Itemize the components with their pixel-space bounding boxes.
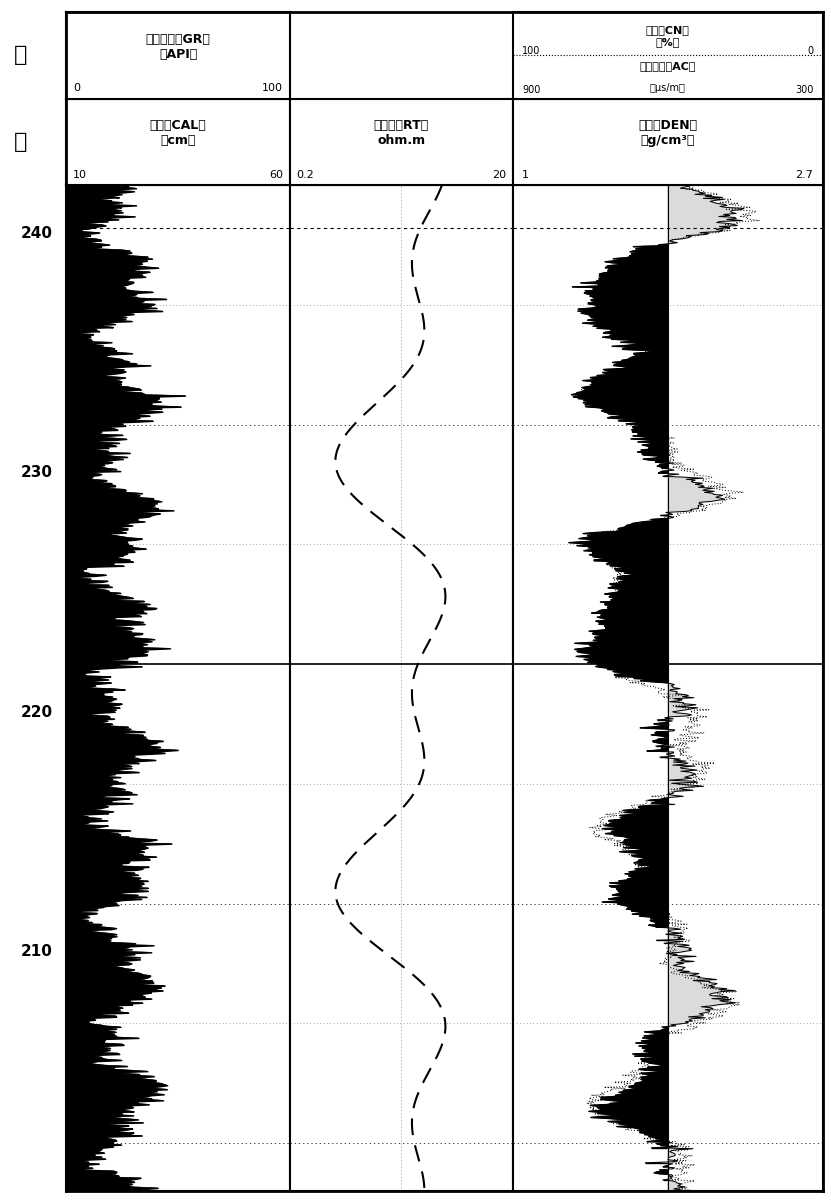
Text: 井径（CAL）
（cm）: 井径（CAL） （cm）	[150, 119, 206, 147]
Text: 60: 60	[269, 170, 283, 180]
Text: 300: 300	[795, 85, 814, 95]
Text: 自然伽马（GR）
（API）: 自然伽马（GR） （API）	[145, 32, 210, 60]
Text: 230: 230	[21, 466, 52, 480]
Text: 密度（DEN）
（g/cm³）: 密度（DEN） （g/cm³）	[638, 119, 697, 147]
Text: 100: 100	[522, 46, 540, 57]
Text: 电阻率（RT）
ohm.m: 电阻率（RT） ohm.m	[373, 119, 429, 147]
Text: 0.2: 0.2	[297, 170, 314, 180]
Text: 1: 1	[522, 170, 529, 180]
Text: 240: 240	[21, 226, 52, 241]
Text: 0: 0	[73, 83, 80, 94]
Text: 900: 900	[522, 85, 540, 95]
Text: 2.7: 2.7	[795, 170, 814, 180]
Text: 20: 20	[492, 170, 506, 180]
Text: 声波时差（AC）: 声波时差（AC）	[639, 60, 696, 71]
Text: 100: 100	[262, 83, 283, 94]
Text: （μs/m）: （μs/m）	[650, 83, 686, 93]
Text: 0: 0	[807, 46, 814, 57]
Text: 220: 220	[21, 705, 52, 719]
Text: 深: 深	[14, 46, 27, 65]
Text: 10: 10	[73, 170, 87, 180]
Text: 中子（CN）
（%）: 中子（CN） （%）	[646, 25, 690, 47]
Text: 度: 度	[14, 132, 27, 152]
Text: 210: 210	[21, 944, 52, 959]
